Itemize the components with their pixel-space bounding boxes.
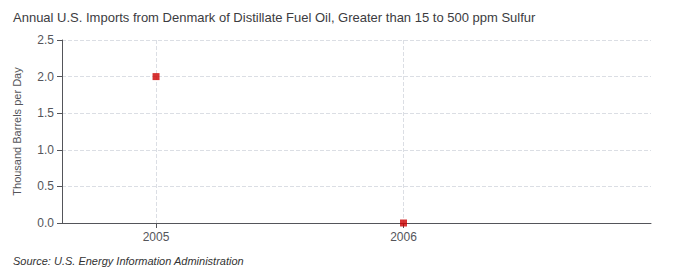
svg-text:2.5: 2.5 xyxy=(37,33,54,47)
svg-text:2006: 2006 xyxy=(390,230,417,244)
svg-text:1.0: 1.0 xyxy=(37,143,54,157)
svg-text:Source: U.S. Energy Informatio: Source: U.S. Energy Information Administ… xyxy=(13,255,244,267)
svg-text:0.5: 0.5 xyxy=(37,179,54,193)
svg-text:0.0: 0.0 xyxy=(37,216,54,230)
svg-text:Annual U.S. Imports from Denma: Annual U.S. Imports from Denmark of Dist… xyxy=(13,10,536,25)
svg-text:2005: 2005 xyxy=(143,230,170,244)
svg-text:1.5: 1.5 xyxy=(37,106,54,120)
svg-text:2.0: 2.0 xyxy=(37,70,54,84)
svg-text:Thousand Barrels per Day: Thousand Barrels per Day xyxy=(11,67,23,196)
